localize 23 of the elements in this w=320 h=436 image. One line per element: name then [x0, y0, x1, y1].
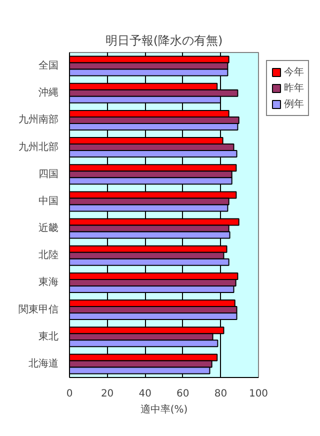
y-tick-label: 関東甲信: [18, 303, 58, 316]
y-tick-label: 東海: [38, 276, 58, 288]
y-tick-label: 九州南部: [18, 114, 58, 126]
legend-label: 昨年: [284, 82, 304, 95]
y-tick-label: 東北: [38, 330, 58, 342]
y-tick-label: 全国: [38, 60, 58, 72]
x-tick-label: 40: [138, 388, 152, 400]
y-tick-label: 九州北部: [18, 140, 58, 153]
x-tick-label: 0: [66, 388, 73, 400]
legend-label: 今年: [284, 66, 304, 79]
x-tick-label: 80: [214, 388, 228, 400]
x-tick-label: 20: [100, 388, 114, 400]
legend-label: 例年: [284, 98, 304, 111]
x-axis-title: 適中率(%): [140, 404, 188, 416]
x-tick-label: 100: [248, 388, 268, 400]
x-tick-label: 60: [176, 388, 190, 400]
y-tick-label: 近畿: [38, 222, 58, 234]
y-tick-label: 北海道: [28, 357, 58, 370]
y-tick-label: 北陸: [38, 249, 58, 262]
chart-title: 明日予報(降水の有無): [105, 34, 223, 48]
y-tick-label: 四国: [38, 168, 58, 180]
y-tick-label: 中国: [38, 194, 58, 207]
y-tick-label: 沖縄: [38, 86, 58, 99]
